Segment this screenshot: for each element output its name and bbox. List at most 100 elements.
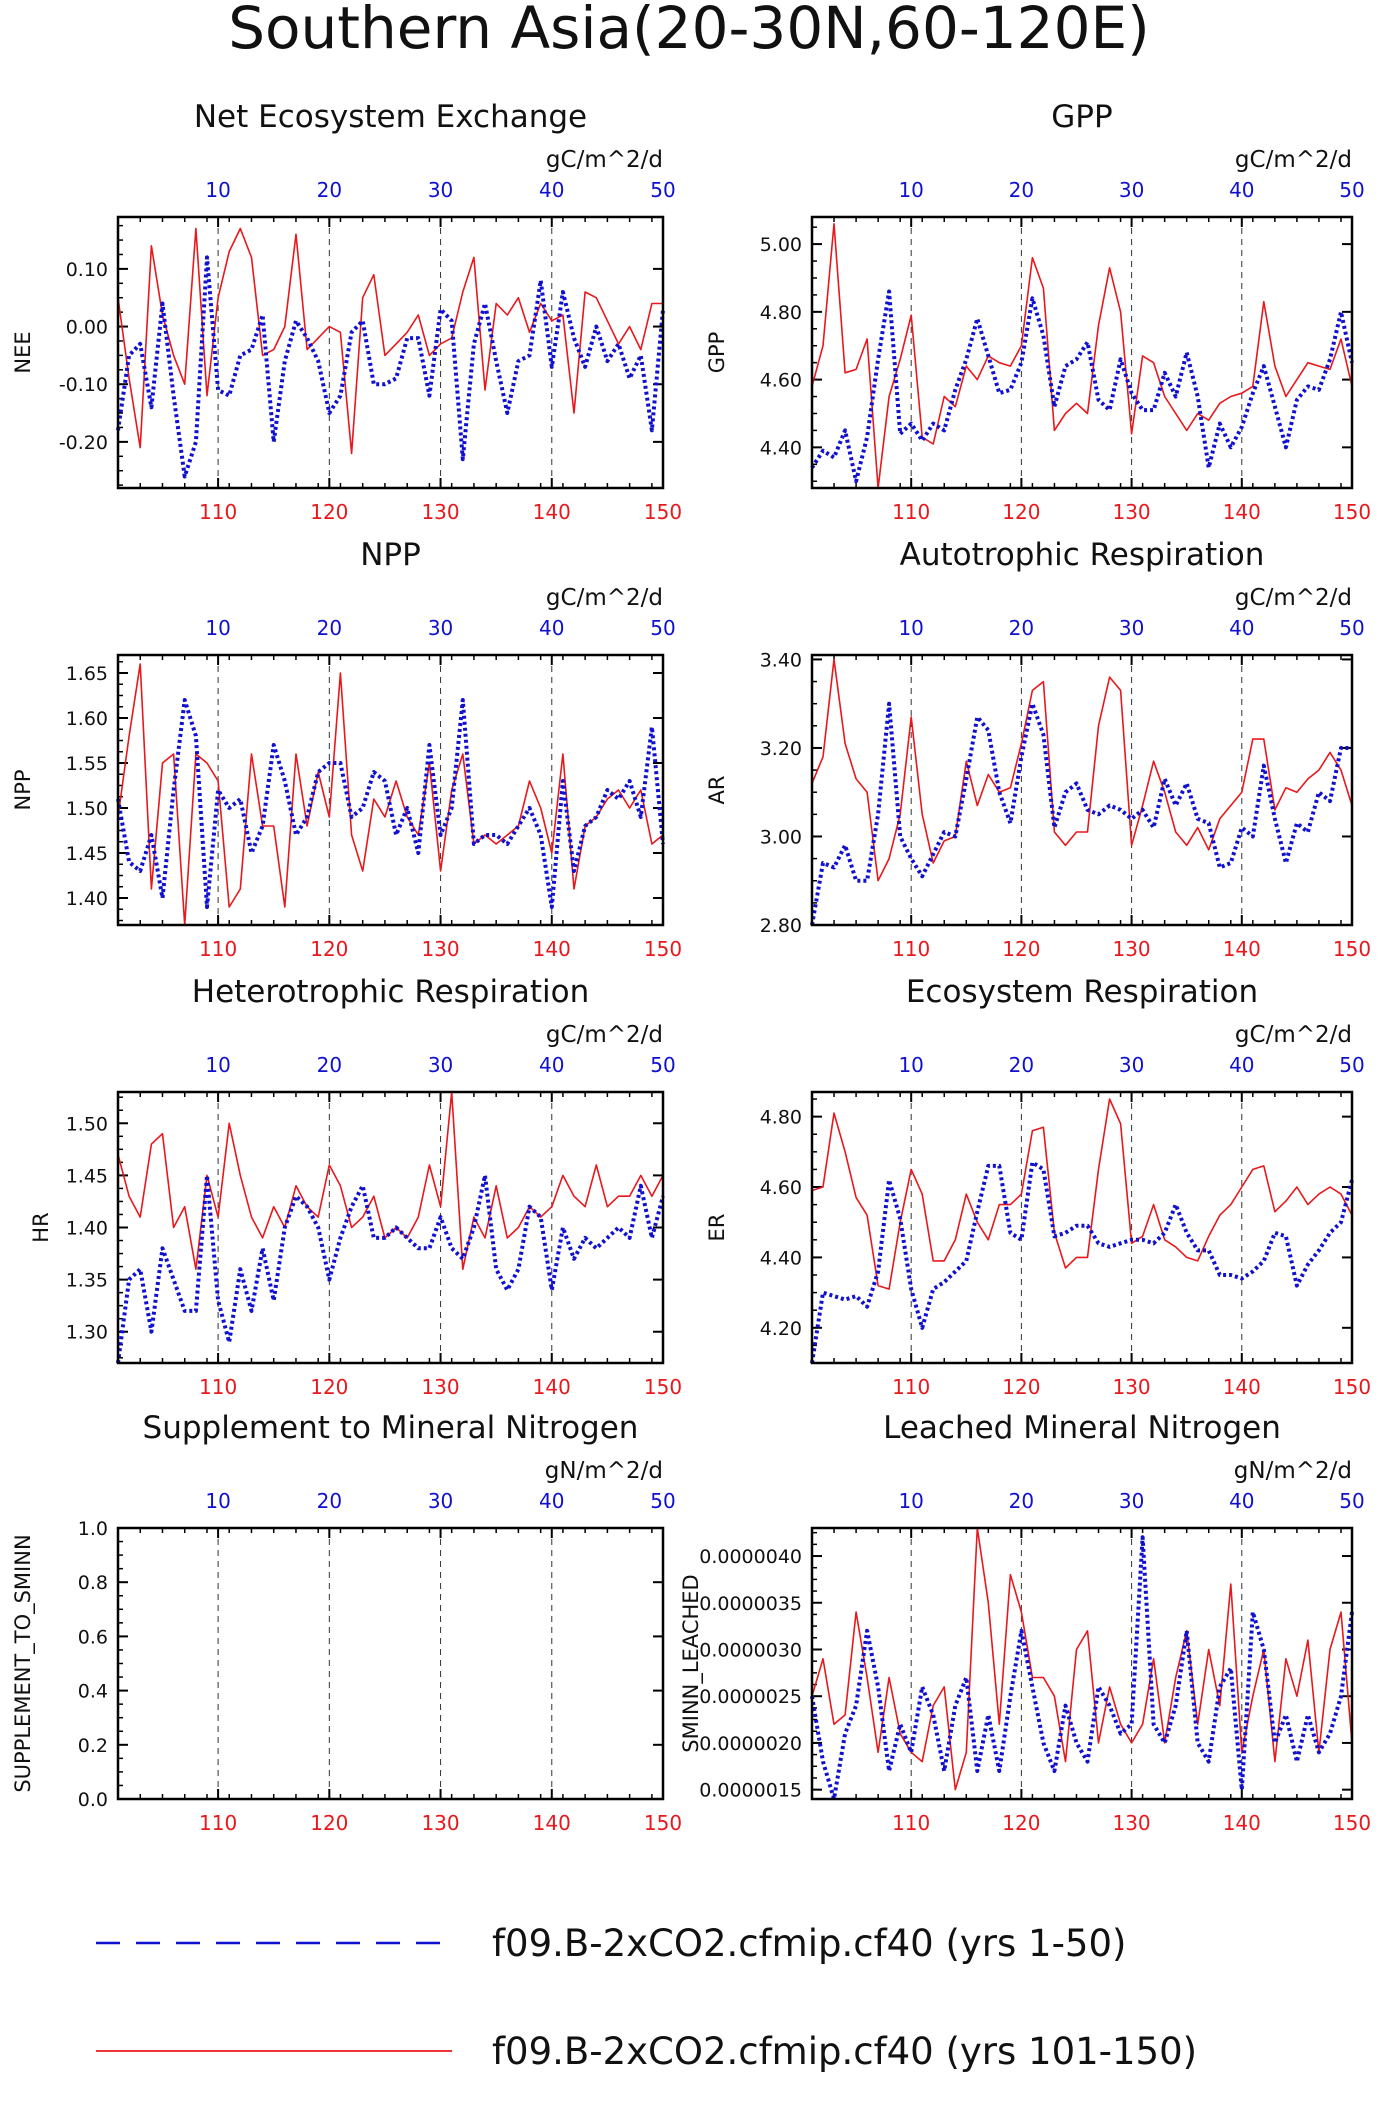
y-tick-label: 0.6 xyxy=(78,1626,108,1648)
units-label-nee: gC/m^2/d xyxy=(546,147,663,173)
x-top-tick-label: 20 xyxy=(317,616,342,640)
x-top-tick-label: 50 xyxy=(1339,616,1364,640)
y-tick-label: 0.10 xyxy=(66,259,108,281)
x-bottom-tick-label: 110 xyxy=(199,1811,237,1835)
y-tick-label: 1.35 xyxy=(66,1270,108,1292)
units-label-gpp: gC/m^2/d xyxy=(1235,147,1352,173)
plot-frame xyxy=(116,215,665,490)
y-tick-label: 4.40 xyxy=(760,1247,802,1269)
y-axis-label-sminn-leached: SMINN_LEACHED xyxy=(679,1574,704,1752)
x-top-tick-label: 40 xyxy=(1229,178,1254,202)
x-top-tick-label: 10 xyxy=(205,178,230,202)
x-bottom-tick-label: 130 xyxy=(1112,1811,1150,1835)
x-top-tick-label: 10 xyxy=(205,1053,230,1077)
x-bottom-tick-label: 110 xyxy=(199,500,237,524)
units-label-er: gC/m^2/d xyxy=(1235,1022,1352,1048)
y-tick-label: 1.0 xyxy=(78,1518,108,1540)
y-tick-label: 3.20 xyxy=(760,738,802,760)
x-top-tick-label: 30 xyxy=(428,178,453,202)
y-axis-label-supplement-to-sminn: SUPPLEMENT_TO_SMINN xyxy=(11,1534,36,1792)
y-axis-label-gpp: GPP xyxy=(705,332,729,374)
x-top-tick-label: 30 xyxy=(428,1489,453,1513)
units-label-npp: gC/m^2/d xyxy=(546,585,663,611)
x-top-tick-label: 40 xyxy=(1229,1053,1254,1077)
y-tick-label: 3.40 xyxy=(760,649,802,671)
x-top-tick-label: 40 xyxy=(539,616,564,640)
units-label-hr: gC/m^2/d xyxy=(546,1022,663,1048)
panel-title-npp: NPP xyxy=(360,537,421,573)
series-line-yrs-1-50 xyxy=(116,255,665,479)
y-tick-label: 1.65 xyxy=(66,663,108,685)
x-bottom-tick-label: 150 xyxy=(1333,1811,1371,1835)
x-top-tick-label: 50 xyxy=(650,1053,675,1077)
x-top-tick-label: 30 xyxy=(428,616,453,640)
panel-title-supplement-to-sminn: Supplement to Mineral Nitrogen xyxy=(143,1410,639,1446)
x-top-tick-label: 10 xyxy=(898,178,923,202)
x-top-tick-label: 20 xyxy=(1009,616,1034,640)
panel-title-hr: Heterotrophic Respiration xyxy=(192,974,589,1010)
y-tick-label: 0.0000030 xyxy=(699,1639,802,1661)
x-bottom-tick-label: 130 xyxy=(1112,500,1150,524)
y-tick-label: 1.45 xyxy=(66,1165,108,1187)
x-top-tick-label: 20 xyxy=(1009,1489,1034,1513)
x-top-tick-label: 20 xyxy=(317,178,342,202)
series-line-yrs-1-50 xyxy=(810,289,1354,484)
y-tick-label: 4.80 xyxy=(760,302,802,324)
x-bottom-tick-label: 120 xyxy=(310,1811,348,1835)
x-bottom-tick-label: 150 xyxy=(1333,1375,1371,1399)
legend-label-yrs-1-50: f09.B-2xCO2.cfmip.cf40 (yrs 1-50) xyxy=(492,1922,1126,1965)
x-top-tick-label: 50 xyxy=(650,178,675,202)
y-tick-label: 1.50 xyxy=(66,1113,108,1135)
x-bottom-tick-label: 110 xyxy=(199,937,237,961)
figure-title: Southern Asia(20-30N,60-120E) xyxy=(228,0,1150,62)
x-bottom-tick-label: 140 xyxy=(1223,1811,1261,1835)
x-bottom-tick-label: 150 xyxy=(1333,937,1371,961)
x-bottom-tick-label: 150 xyxy=(644,500,682,524)
plot-frame xyxy=(116,1090,665,1365)
x-bottom-tick-label: 140 xyxy=(1223,937,1261,961)
panel-title-nee: Net Ecosystem Exchange xyxy=(194,99,587,135)
series-line-yrs-101-150 xyxy=(117,663,664,926)
x-top-tick-label: 20 xyxy=(1009,178,1034,202)
plot-frame xyxy=(810,215,1354,490)
y-tick-label: 1.40 xyxy=(66,888,108,910)
x-bottom-tick-label: 120 xyxy=(1002,500,1040,524)
series-line-yrs-101-150 xyxy=(811,1527,1353,1791)
y-tick-label: 1.50 xyxy=(66,798,108,820)
y-tick-label: 4.80 xyxy=(760,1107,802,1129)
x-top-tick-label: 50 xyxy=(1339,178,1364,202)
series-line-yrs-101-150 xyxy=(117,227,663,455)
x-top-tick-label: 10 xyxy=(898,1489,923,1513)
x-bottom-tick-label: 150 xyxy=(644,1811,682,1835)
x-top-tick-label: 50 xyxy=(650,1489,675,1513)
y-tick-label: 0.0000035 xyxy=(699,1593,802,1615)
x-top-tick-label: 10 xyxy=(898,616,923,640)
y-tick-label: 1.45 xyxy=(66,843,108,865)
y-tick-label: 0.0000015 xyxy=(699,1780,802,1802)
series-line-yrs-101-150 xyxy=(811,1098,1353,1290)
series-line-yrs-1-50 xyxy=(810,1160,1354,1364)
x-bottom-tick-label: 120 xyxy=(310,500,348,524)
x-bottom-tick-label: 120 xyxy=(310,937,348,961)
legend: f09.B-2xCO2.cfmip.cf40 (yrs 1-50) f09.B-2… xyxy=(96,1922,1197,2073)
y-axis-label-npp: NPP xyxy=(11,769,35,810)
y-tick-label: 0.0000040 xyxy=(699,1546,802,1568)
chart-nee: Net Ecosystem Exchange gC/m^2/d 0.10 0.00 -0… xyxy=(11,99,682,524)
x-bottom-tick-label: 130 xyxy=(421,1811,459,1835)
y-tick-label: 0.4 xyxy=(78,1681,108,1703)
x-top-tick-label: 40 xyxy=(539,178,564,202)
series-line-yrs-101-150 xyxy=(117,1091,664,1270)
plot-frame xyxy=(810,653,1354,927)
x-bottom-tick-label: 120 xyxy=(1002,1375,1040,1399)
chart-gpp: GPP gC/m^2/d 5.00 4.80 4.60 4.40 110 120 130 140 1… xyxy=(705,99,1371,524)
y-tick-label: 1.55 xyxy=(66,753,108,775)
x-top-tick-label: 20 xyxy=(317,1053,342,1077)
x-top-tick-label: 40 xyxy=(1229,1489,1254,1513)
chart-panels: Net Ecosystem Exchange gC/m^2/d 0.10 0.00 -0… xyxy=(11,99,1371,1835)
x-bottom-tick-label: 120 xyxy=(1002,1811,1040,1835)
x-bottom-tick-label: 140 xyxy=(1223,1375,1261,1399)
panel-title-gpp: GPP xyxy=(1051,99,1112,135)
x-top-tick-label: 40 xyxy=(1229,616,1254,640)
series-line-yrs-101-150 xyxy=(811,223,1353,489)
